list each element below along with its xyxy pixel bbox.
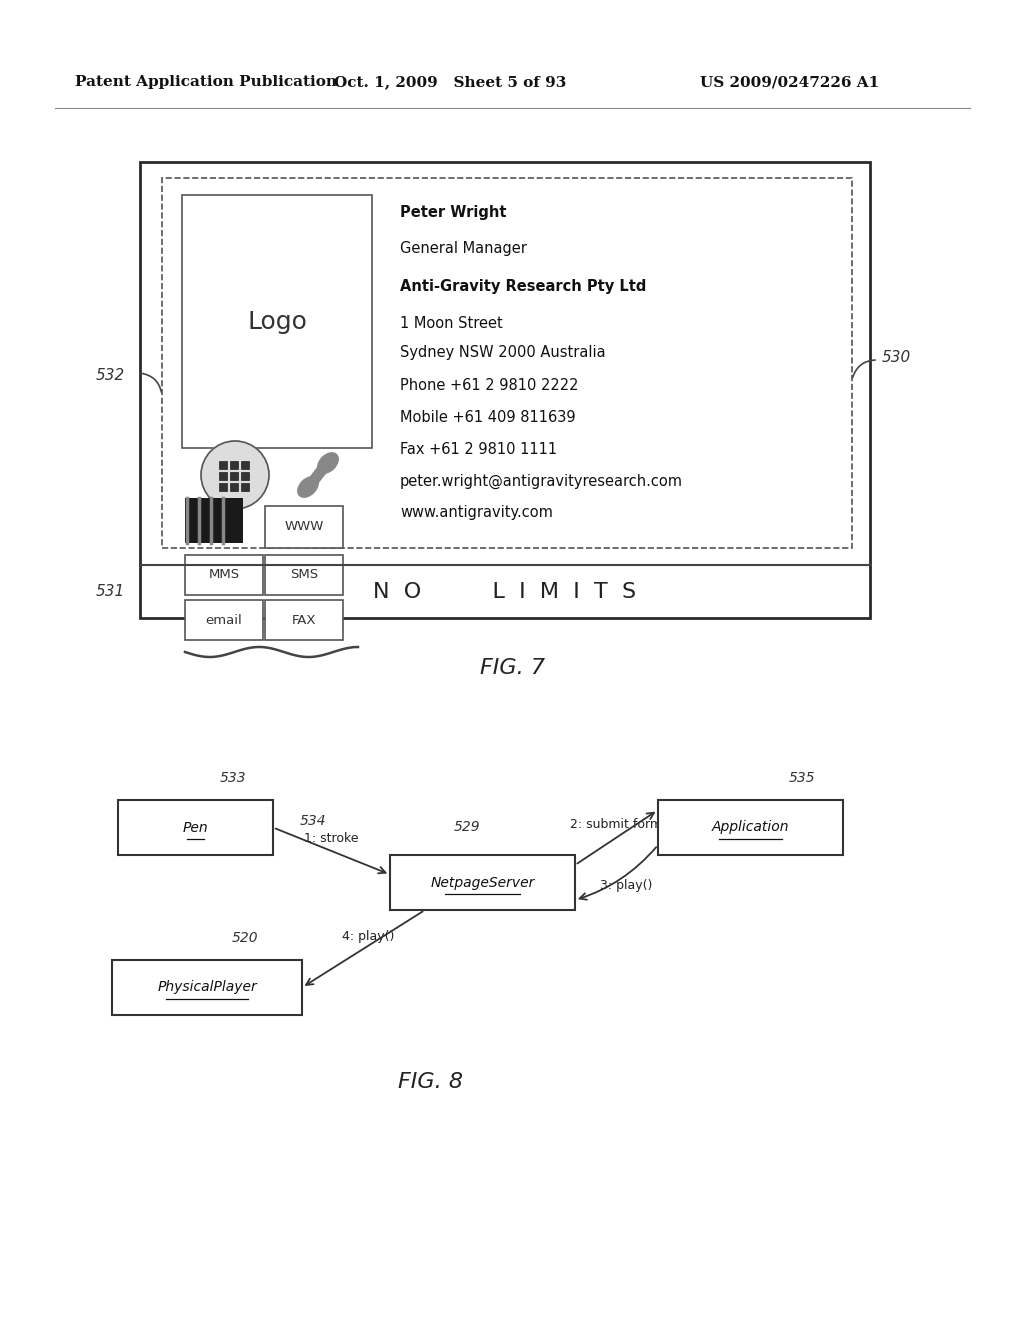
Ellipse shape [317,453,338,473]
Text: FIG. 7: FIG. 7 [479,657,545,678]
Text: Oct. 1, 2009   Sheet 5 of 93: Oct. 1, 2009 Sheet 5 of 93 [334,75,566,88]
Text: WWW: WWW [285,520,324,533]
Text: NetpageServer: NetpageServer [430,875,535,890]
Text: 1 Moon Street: 1 Moon Street [400,315,503,330]
Text: 530: 530 [882,351,911,366]
FancyBboxPatch shape [658,800,843,855]
Text: N  O          L  I  M  I  T  S: N O L I M I T S [374,582,637,602]
Text: 531: 531 [96,585,125,599]
Text: General Manager: General Manager [400,240,527,256]
FancyBboxPatch shape [185,554,263,595]
Text: 532: 532 [96,367,125,383]
Text: 534: 534 [300,814,327,828]
Circle shape [201,441,269,510]
FancyBboxPatch shape [230,483,238,491]
Text: Anti-Gravity Research Pty Ltd: Anti-Gravity Research Pty Ltd [400,279,646,293]
Text: SMS: SMS [290,569,318,582]
FancyBboxPatch shape [140,162,870,618]
FancyBboxPatch shape [219,483,227,491]
Text: PhysicalPlayer: PhysicalPlayer [157,981,257,994]
FancyBboxPatch shape [185,601,263,640]
FancyBboxPatch shape [241,461,249,469]
FancyBboxPatch shape [219,473,227,480]
Text: FIG. 8: FIG. 8 [397,1072,463,1092]
FancyBboxPatch shape [162,178,852,548]
FancyBboxPatch shape [112,960,302,1015]
FancyBboxPatch shape [182,195,372,447]
Text: peter.wright@antigravityresearch.com: peter.wright@antigravityresearch.com [400,474,683,488]
Text: 529: 529 [455,820,481,834]
FancyBboxPatch shape [241,483,249,491]
Text: Logo: Logo [247,309,307,334]
Text: 2: submit form: 2: submit form [570,818,663,832]
Text: Fax +61 2 9810 1111: Fax +61 2 9810 1111 [400,441,557,457]
FancyBboxPatch shape [230,461,238,469]
FancyBboxPatch shape [265,601,343,640]
FancyBboxPatch shape [265,506,343,548]
Text: 1: stroke: 1: stroke [304,832,358,845]
Text: Sydney NSW 2000 Australia: Sydney NSW 2000 Australia [400,346,605,360]
Text: 520: 520 [231,931,258,945]
Text: 533: 533 [220,771,247,785]
Text: MMS: MMS [209,569,240,582]
Text: email: email [206,614,243,627]
Text: Mobile +61 409 811639: Mobile +61 409 811639 [400,409,575,425]
Text: Pen: Pen [182,821,208,834]
Text: 535: 535 [790,771,816,785]
FancyBboxPatch shape [241,473,249,480]
Text: 4: play(): 4: play() [342,929,394,942]
FancyBboxPatch shape [118,800,273,855]
FancyBboxPatch shape [219,461,227,469]
Text: Application: Application [712,821,790,834]
FancyBboxPatch shape [265,554,343,595]
Text: Peter Wright: Peter Wright [400,206,507,220]
FancyBboxPatch shape [185,498,243,543]
Text: FAX: FAX [292,614,316,627]
FancyBboxPatch shape [390,855,575,909]
Text: www.antigravity.com: www.antigravity.com [400,506,553,520]
Ellipse shape [298,477,318,498]
Text: Phone +61 2 9810 2222: Phone +61 2 9810 2222 [400,378,579,392]
FancyBboxPatch shape [230,473,238,480]
Text: 3: play(): 3: play() [600,879,652,891]
Text: Patent Application Publication: Patent Application Publication [75,75,337,88]
Text: US 2009/0247226 A1: US 2009/0247226 A1 [700,75,880,88]
